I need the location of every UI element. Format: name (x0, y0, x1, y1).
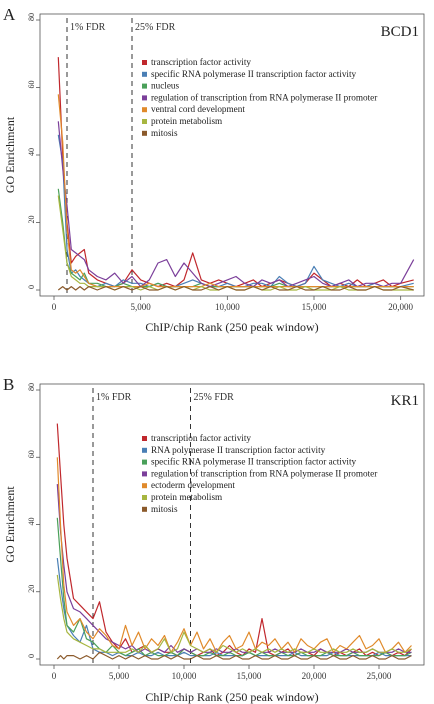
legend-swatch (142, 436, 147, 441)
x-tick-label: 15,000 (302, 302, 327, 312)
series-line (56, 517, 412, 657)
legend-label: regulation of transcription from RNA pol… (151, 92, 377, 102)
x-tick-label: 0 (52, 671, 57, 681)
x-tick-label: 15,000 (237, 671, 262, 681)
legend-swatch (142, 506, 147, 512)
legend-swatch (142, 495, 147, 500)
y-tick-label: 80 (27, 13, 36, 21)
x-axis-label: ChIP/chip Rank (250 peak window) (145, 690, 318, 704)
x-tick-label: 5,000 (131, 302, 152, 312)
legend-swatch (142, 459, 147, 465)
x-tick-label: 20,000 (388, 302, 413, 312)
legend-label: transcription factor activity (151, 57, 251, 67)
legend-label: ventral cord development (151, 104, 245, 114)
series-line (56, 484, 412, 653)
legend: transcription factor activity specific RN… (142, 57, 377, 138)
legend-label: regulation of transcription from RNA pol… (151, 468, 377, 478)
fdr-label: 1% FDR (96, 392, 132, 403)
fdr-label: 25% FDR (135, 22, 176, 33)
legend-swatch (142, 71, 147, 77)
panel-a: A BCD1 0 20 40 60 80 0 5,000 10,000 15,000 20,000 Ch… (3, 5, 425, 334)
series-line (56, 457, 412, 653)
series-line (56, 651, 412, 660)
series-line (57, 134, 414, 288)
panel-letter: A (3, 5, 16, 24)
panel-letter: B (3, 375, 14, 394)
fdr-label: 25% FDR (194, 392, 235, 403)
x-tick-label: 10,000 (215, 302, 240, 312)
y-tick-label: 60 (27, 81, 36, 89)
legend: transcription factor activity RNA polymer… (142, 433, 377, 514)
legend-label: protein metabolism (151, 116, 222, 126)
series-line (57, 57, 414, 288)
series-line (57, 188, 414, 288)
x-tick-label: 20,000 (302, 671, 327, 681)
series-line (56, 574, 412, 653)
legend-label: specific RNA polymerase II transcription… (151, 457, 357, 467)
legend-label: ectoderm development (151, 480, 235, 490)
x-tick-label: 25,000 (367, 671, 392, 681)
legend-swatch (142, 83, 147, 89)
legend-label: nucleus (151, 81, 179, 91)
y-tick-label: 80 (27, 383, 36, 391)
series-line (57, 94, 414, 288)
legend-swatch (142, 447, 147, 453)
y-tick-label: 60 (27, 450, 36, 458)
plot-frame (39, 383, 425, 666)
legend-swatch (142, 119, 147, 124)
y-tick-label: 20 (27, 216, 36, 224)
y-tick-label: 0 (27, 654, 36, 658)
y-tick-label: 40 (27, 148, 36, 156)
panel-corner-label: KR1 (391, 393, 419, 409)
legend-label: protein metabolism (151, 492, 222, 502)
panel-b: B KR1 0 20 40 60 80 0 5,000 10,000 15,000 20,000 25,… (3, 375, 425, 704)
y-tick-label: 20 (27, 585, 36, 593)
legend-swatch (142, 471, 147, 477)
legend-label: mitosis (151, 504, 178, 514)
x-tick-label: 0 (52, 302, 57, 312)
x-tick-label: 5,000 (109, 671, 130, 681)
legend-swatch (142, 130, 147, 136)
series-line (57, 121, 415, 288)
y-axis-label: GO Enrichment (3, 116, 17, 193)
legend-label: RNA polymerase II transcription factor a… (151, 445, 326, 455)
legend-label: specific RNA polymerase II transcription… (151, 69, 357, 79)
legend-swatch (142, 483, 147, 489)
panel-corner-label: BCD1 (381, 24, 419, 40)
legend-swatch (142, 95, 147, 101)
x-tick-label: 10,000 (172, 671, 197, 681)
y-axis-label: GO Enrichment (3, 486, 17, 563)
y-tick-label: 0 (27, 285, 36, 289)
fdr-label: 1% FDR (70, 22, 106, 33)
legend-swatch (142, 107, 147, 113)
legend-label: transcription factor activity (151, 433, 251, 443)
y-tick-label: 40 (27, 518, 36, 526)
legend-swatch (142, 60, 147, 65)
x-axis-label: ChIP/chip Rank (250 peak window) (145, 320, 318, 334)
legend-label: mitosis (151, 128, 178, 138)
series-line (56, 558, 412, 657)
series-line (57, 286, 414, 291)
